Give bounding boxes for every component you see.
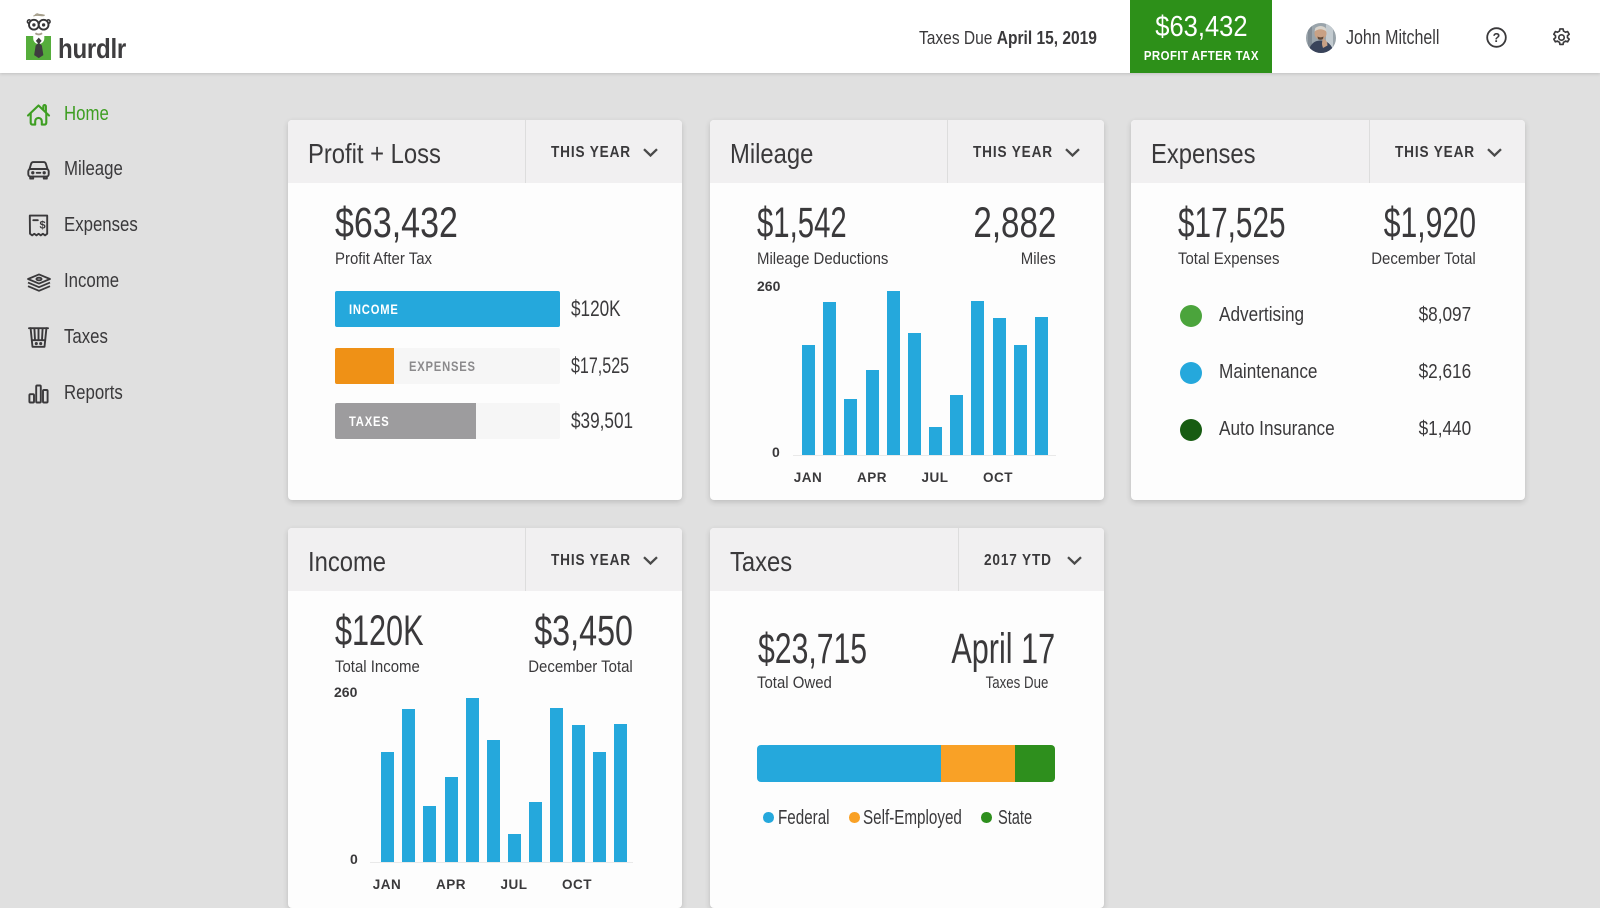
svg-text:$: $ bbox=[39, 220, 45, 232]
svg-text:?: ? bbox=[1493, 31, 1501, 45]
